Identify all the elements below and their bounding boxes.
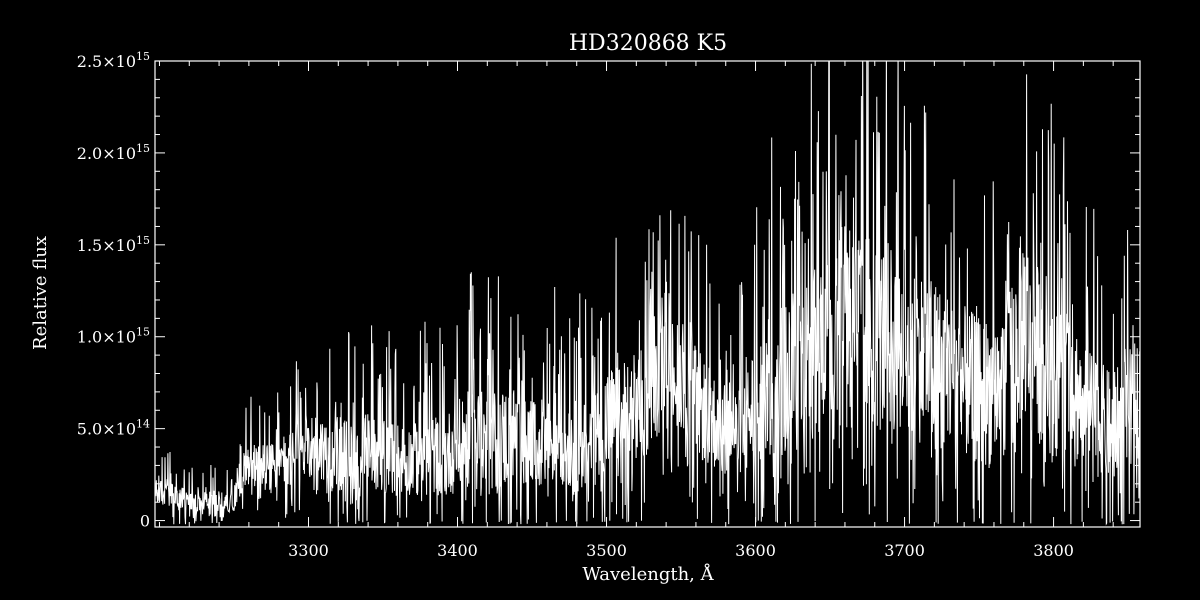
plot-frame [154, 60, 1141, 528]
y-tick-label: 2.0×1015 [77, 142, 150, 163]
x-tick-label: 3400 [437, 541, 478, 560]
y-tick-label: 1.0×1015 [77, 326, 150, 347]
y-tick-label: 5.0×1014 [77, 418, 150, 439]
x-tick-label: 3600 [735, 541, 776, 560]
y-tick-exponent: 15 [136, 142, 150, 155]
x-tick-label: 3300 [288, 541, 329, 560]
x-axis-label: Wavelength, Å [582, 563, 714, 585]
y-tick-label: 0 [140, 512, 150, 531]
ticks-layer [155, 60, 1140, 527]
series-layer [155, 61, 1140, 526]
y-tick-exponent: 14 [136, 418, 150, 431]
y-tick-labels: 05.0×10141.0×10151.5×10152.0×10152.5×101… [77, 50, 150, 531]
y-tick-mantissa: 2.5×10 [77, 52, 136, 71]
spectrum-line [155, 61, 1140, 526]
y-tick-label: 1.5×1015 [77, 234, 150, 255]
y-tick-label: 2.5×1015 [77, 50, 150, 71]
y-tick-mantissa: 5.0×10 [77, 420, 136, 439]
y-tick-mantissa: 1.0×10 [77, 328, 136, 347]
x-tick-labels: 3300 3400 3500 3600 3700 3800 [288, 541, 1074, 560]
y-axis-label: Relative flux [30, 236, 51, 350]
x-tick-label: 3700 [884, 541, 925, 560]
y-tick-mantissa: 1.5×10 [77, 236, 136, 255]
y-tick-exponent: 15 [136, 234, 150, 247]
chart-title: HD320868 K5 [569, 31, 727, 56]
y-tick-mantissa: 2.0×10 [77, 144, 136, 163]
y-tick-exponent: 15 [136, 50, 150, 63]
y-tick-exponent: 15 [136, 326, 150, 339]
x-tick-label: 3800 [1033, 541, 1074, 560]
y-tick-mantissa: 0 [140, 512, 150, 531]
x-tick-label: 3500 [586, 541, 627, 560]
